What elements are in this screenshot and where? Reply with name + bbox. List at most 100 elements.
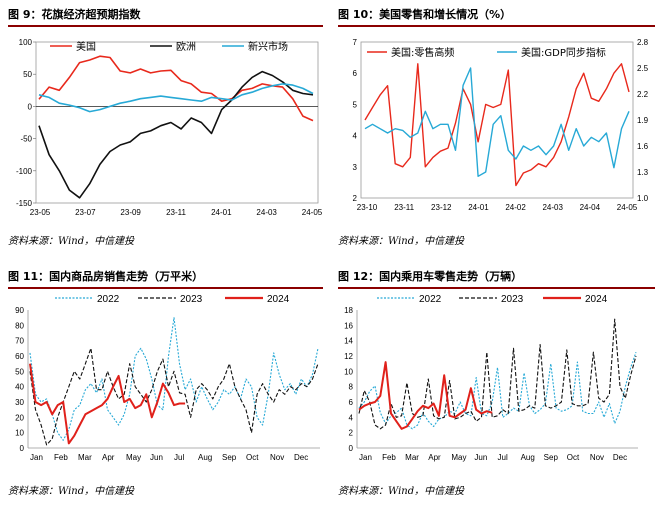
y-left-tick-label: 2 xyxy=(353,194,358,203)
x-tick-label: Feb xyxy=(54,453,68,462)
y-right-tick-label: 1.0 xyxy=(637,194,649,203)
housing-sales-chart: 0 10 20 30 40 50 60 70 80 90 Jan Feb Mar Apr May Jun Jul… xyxy=(15,294,320,462)
legend-label: 2023 xyxy=(180,294,203,305)
y-right-tick-label: 1.9 xyxy=(637,116,649,125)
y-left-tick-label: 3 xyxy=(353,163,358,172)
figure-10-title: 图 10：美国零售和增长情况（%） xyxy=(338,8,512,21)
x-tick-label: Jun xyxy=(474,453,487,462)
x-tick-label: Sep xyxy=(544,453,559,462)
y-tick-label: 18 xyxy=(344,306,353,315)
figure-10-rule xyxy=(338,25,655,27)
x-tick-label: 24-04 xyxy=(580,203,601,212)
legend-label: 2023 xyxy=(501,294,524,305)
x-tick-label: 24-01 xyxy=(211,208,232,217)
figure-12-title: 图 12：国内乘用车零售走势（万辆） xyxy=(338,270,523,283)
car-retail-chart: 0 2 4 6 8 10 12 14 16 18 Jan Feb Mar Apr May Jun Jul Aug S… xyxy=(344,294,638,462)
x-tick-label: Mar xyxy=(78,453,92,462)
y-left-tick-label: 7 xyxy=(353,38,358,47)
series-line-2 xyxy=(358,361,493,430)
legend-label: 美国:零售高频 xyxy=(391,46,454,59)
y-tick-label: 6 xyxy=(349,398,354,407)
x-tick-label: Oct xyxy=(246,453,259,462)
x-tick-label: Jan xyxy=(359,453,372,462)
x-tick-label: Dec xyxy=(294,453,308,462)
legend-label: 2022 xyxy=(419,294,442,305)
x-tick-label: Jul xyxy=(174,453,184,462)
y-tick-label: 2 xyxy=(349,429,354,438)
y-tick-label: 10 xyxy=(15,429,24,438)
y-tick-label: 16 xyxy=(344,321,353,330)
x-tick-label: 24-05 xyxy=(302,208,323,217)
citi-surprise-chart: -150 -100 -50 0 50 100 23-05 23-07 23-09 23-11 24-… xyxy=(16,38,323,217)
x-tick-label: 24-03 xyxy=(542,203,563,212)
y-tick-label: 10 xyxy=(344,367,353,376)
y-tick-label: 0 xyxy=(349,444,354,453)
figure-9-rule xyxy=(8,25,323,27)
y-tick-label: -100 xyxy=(16,167,33,176)
x-tick-label: 23-07 xyxy=(75,208,96,217)
series-line-0 xyxy=(29,317,319,441)
y-tick-label: 40 xyxy=(15,383,24,392)
figure-10-source: 资料来源：Wind，中信建投 xyxy=(338,236,465,247)
series-line-0 xyxy=(38,55,314,122)
y-right-tick-label: 1.6 xyxy=(637,142,649,151)
y-tick-label: 8 xyxy=(349,383,354,392)
plot-frame xyxy=(35,41,319,204)
figure-11-source: 资料来源：Wind，中信建投 xyxy=(8,486,135,497)
x-tick-label: Mar xyxy=(405,453,419,462)
y-tick-label: 50 xyxy=(23,70,32,79)
plot-frame xyxy=(360,41,634,199)
y-tick-label: -150 xyxy=(16,199,33,208)
x-tick-label: 23-05 xyxy=(30,208,51,217)
x-tick-label: Nov xyxy=(270,453,284,462)
x-tick-label: Nov xyxy=(590,453,604,462)
figure-12-source: 资料来源：Wind，中信建投 xyxy=(338,486,465,497)
legend-label: 新兴市场 xyxy=(248,40,288,53)
x-tick-label: Apr xyxy=(428,453,441,462)
x-tick-label: Dec xyxy=(613,453,627,462)
y-tick-label: 60 xyxy=(15,352,24,361)
x-tick-label: 23-10 xyxy=(357,203,378,212)
x-tick-label: Feb xyxy=(382,453,396,462)
figure-12-rule xyxy=(338,287,655,289)
x-tick-label: Jan xyxy=(30,453,43,462)
y-tick-label: 70 xyxy=(15,337,24,346)
y-tick-label: 30 xyxy=(15,398,24,407)
x-tick-label: Aug xyxy=(521,453,535,462)
x-tick-label: Apr xyxy=(102,453,115,462)
x-tick-label: Jun xyxy=(150,453,163,462)
x-tick-label: 24-05 xyxy=(617,203,638,212)
y-left-tick-label: 5 xyxy=(353,100,358,109)
x-tick-label: 23-12 xyxy=(431,203,452,212)
y-tick-label: 50 xyxy=(15,367,24,376)
legend-label: 美国 xyxy=(76,40,96,53)
x-tick-label: 23-11 xyxy=(394,203,414,212)
x-tick-label: 24-01 xyxy=(468,203,489,212)
y-right-tick-label: 2.8 xyxy=(637,38,649,47)
series-line-1 xyxy=(29,347,319,446)
y-right-tick-label: 2.5 xyxy=(637,64,649,73)
legend-label: 2022 xyxy=(97,294,120,305)
y-left-tick-label: 4 xyxy=(353,132,358,141)
y-tick-label: 90 xyxy=(15,306,24,315)
y-tick-label: -50 xyxy=(20,135,32,144)
series-line-1 xyxy=(358,318,637,430)
us-retail-chart: 2 3 4 5 6 7 1.0 1.3 1.6 1.9 2.2 2.5 2.8 23-10 23-11 23-… xyxy=(353,38,649,212)
series-line-0 xyxy=(364,63,630,187)
y-right-tick-label: 1.3 xyxy=(637,168,649,177)
series-line-2 xyxy=(38,83,314,113)
y-right-tick-label: 2.2 xyxy=(637,90,649,99)
x-tick-label: Sep xyxy=(222,453,237,462)
figure-9-title: 图 9：花旗经济超预期指数 xyxy=(8,8,141,21)
series-line-1 xyxy=(364,67,630,178)
y-tick-label: 80 xyxy=(15,321,24,330)
x-tick-label: 24-02 xyxy=(505,203,526,212)
y-tick-label: 0 xyxy=(28,102,33,111)
y-left-tick-label: 6 xyxy=(353,69,358,78)
legend-label: 美国:GDP同步指标 xyxy=(521,46,606,59)
x-tick-label: May xyxy=(451,453,466,462)
y-tick-label: 14 xyxy=(344,337,353,346)
series-line-0 xyxy=(358,352,637,430)
legend-label: 2024 xyxy=(267,294,290,305)
x-tick-label: 23-09 xyxy=(120,208,141,217)
